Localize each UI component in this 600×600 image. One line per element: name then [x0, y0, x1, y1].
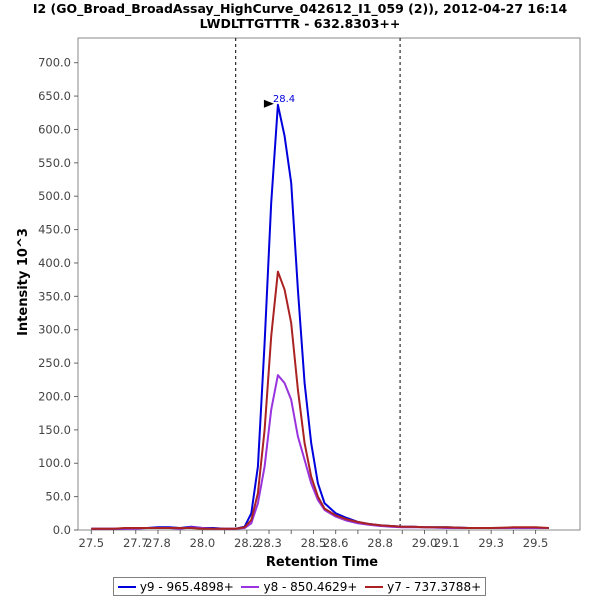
- x-tick-label: 29.5: [523, 536, 549, 550]
- chart-title: I2 (GO_Broad_BroadAssay_HighCurve_042612…: [32, 1, 568, 16]
- x-tick-label: 29.0: [412, 536, 438, 550]
- x-tick-label: 28.3: [256, 536, 282, 550]
- y-tick-label: 150.0: [38, 423, 71, 437]
- x-tick-label: 27.5: [79, 536, 105, 550]
- chart-legend: y9 - 965.4898+ y8 - 850.4629+ y7 - 737.378…: [113, 577, 486, 596]
- legend-item: y7 - 737.3788+: [365, 580, 481, 594]
- chromatogram-plot: 0.0 50.0 100.0 150.0 200.0 250.0 300.0 350.0 400…: [16, 37, 581, 570]
- chart-subtitle: LWDLTTGTTTR - 632.8303++: [199, 16, 401, 31]
- legend-label: y8 - 850.4629+: [263, 579, 358, 594]
- y-tick-label: 500.0: [38, 189, 71, 203]
- x-tick-label: 28.2: [234, 536, 260, 550]
- legend-label: y7 - 737.3788+: [387, 579, 482, 594]
- y-tick-label: 700.0: [38, 56, 71, 70]
- y-tick-label: 450.0: [38, 223, 71, 237]
- legend-item: y8 - 850.4629+: [241, 580, 357, 594]
- legend-item: y9 - 965.4898+: [117, 579, 234, 594]
- x-tick-label: 29.3: [478, 536, 504, 550]
- peak-label: 28.4: [273, 94, 295, 105]
- legend-swatch: [365, 585, 384, 588]
- x-tick-label: 29.1: [434, 536, 460, 550]
- peak-marker-icon: [263, 99, 274, 108]
- y-axis-label: Intensity 10^3: [16, 228, 31, 336]
- y-tick-label: 400.0: [38, 256, 71, 270]
- y-tick-label: 300.0: [38, 323, 71, 337]
- y-tick-label: 650.0: [38, 89, 71, 103]
- plot-area: [77, 37, 581, 531]
- x-tick-label: 27.8: [145, 536, 171, 550]
- legend-label: y9 - 965.4898+: [139, 579, 234, 594]
- y-tick-label: 550.0: [38, 156, 71, 170]
- y-tick-label: 350.0: [38, 289, 71, 303]
- y-tick-label: 250.0: [38, 356, 71, 370]
- y-tick-label: 200.0: [38, 389, 71, 403]
- y-tick-label: 50.0: [45, 490, 71, 504]
- legend-swatch: [241, 585, 260, 588]
- y-tick-label: 0.0: [53, 523, 71, 537]
- x-tick-label: 28.5: [301, 536, 327, 550]
- series-line-2: [91, 270, 549, 530]
- x-tick-label: 28.8: [367, 536, 393, 550]
- x-tick-label: 28.0: [190, 536, 216, 550]
- legend-swatch: [117, 585, 136, 588]
- x-tick-label: 27.7: [123, 536, 149, 550]
- y-tick-label: 600.0: [38, 122, 71, 136]
- x-axis-label: Retention Time: [266, 555, 378, 570]
- x-tick-label: 28.6: [323, 536, 349, 550]
- y-tick-label: 100.0: [38, 456, 71, 470]
